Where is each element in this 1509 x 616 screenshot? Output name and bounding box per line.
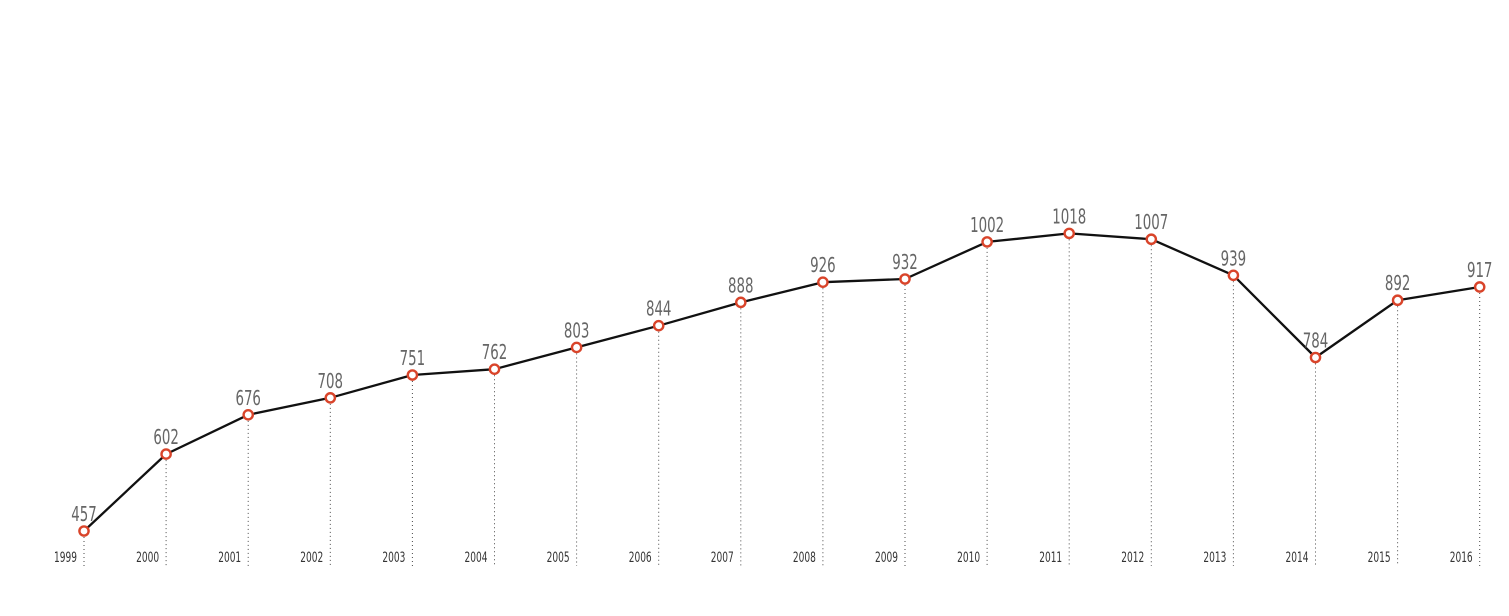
data-point-marker [735, 296, 747, 309]
x-tick-label: 2005 [547, 550, 570, 566]
data-point-marker [570, 341, 583, 354]
data-point-marker [242, 409, 254, 421]
x-tick-label: 2006 [629, 550, 652, 566]
data-point-marker [406, 369, 419, 381]
x-tick-label: 2009 [875, 550, 898, 566]
data-label: 762 [482, 340, 508, 364]
data-point-marker [1145, 233, 1158, 246]
data-labels: 457 602 676 708 751 762 803 844 888 926 932 1002 101… [71, 204, 1492, 526]
x-tick-label: 2015 [1368, 550, 1391, 566]
x-tick-label: 2010 [957, 550, 980, 566]
data-label: 602 [153, 425, 179, 449]
data-point-marker [1063, 227, 1075, 240]
data-point-marker [1227, 269, 1240, 282]
data-label: 803 [564, 318, 590, 342]
data-point-marker [899, 273, 911, 285]
data-label: 457 [71, 502, 97, 526]
data-label: 844 [646, 297, 672, 321]
data-label: 751 [400, 346, 426, 370]
data-label: 926 [810, 253, 836, 277]
data-label: 708 [318, 369, 344, 393]
data-label: 932 [892, 250, 918, 274]
x-tick-label: 2000 [136, 550, 159, 566]
data-point-marker [817, 276, 829, 288]
data-point-marker [78, 525, 90, 537]
series-line [83, 232, 1480, 532]
data-label: 676 [235, 386, 261, 410]
data-point-marker [652, 319, 665, 332]
data-label: 888 [728, 273, 754, 297]
data-label: 784 [1303, 329, 1329, 353]
x-tick-label: 2001 [218, 550, 241, 566]
x-tick-label: 2016 [1450, 550, 1473, 566]
x-tick-label: 2007 [711, 550, 734, 566]
data-point-marker [981, 236, 993, 248]
x-tick-label: 2002 [300, 550, 323, 566]
x-tick-label: 2003 [382, 550, 405, 566]
data-label: 917 [1467, 258, 1493, 282]
x-tick-label: 2014 [1286, 550, 1309, 566]
data-label: 892 [1385, 271, 1411, 295]
data-point-marker [1309, 351, 1322, 364]
drop-lines [83, 239, 1481, 566]
x-tick-label: 2008 [793, 550, 816, 566]
data-point-marker [488, 363, 501, 375]
x-tick-label: 2004 [465, 550, 488, 566]
data-point-marker [160, 448, 172, 460]
data-label: 1002 [970, 213, 1004, 237]
x-axis-tick-labels: 1999 2000 2001 2002 2003 2004 2005 2006 2007 2008… [54, 550, 1473, 566]
data-label: 1018 [1052, 204, 1086, 228]
data-point-marker [324, 392, 337, 404]
x-tick-label: 1999 [54, 550, 77, 566]
x-tick-label: 2011 [1039, 550, 1062, 566]
data-point-marker [1391, 294, 1404, 307]
x-tick-label: 2012 [1121, 550, 1144, 566]
x-tick-label: 2013 [1203, 550, 1226, 566]
data-point-marker [1473, 281, 1486, 293]
data-label: 939 [1221, 246, 1247, 270]
data-label: 1007 [1134, 210, 1168, 234]
point-markers [78, 227, 1486, 537]
